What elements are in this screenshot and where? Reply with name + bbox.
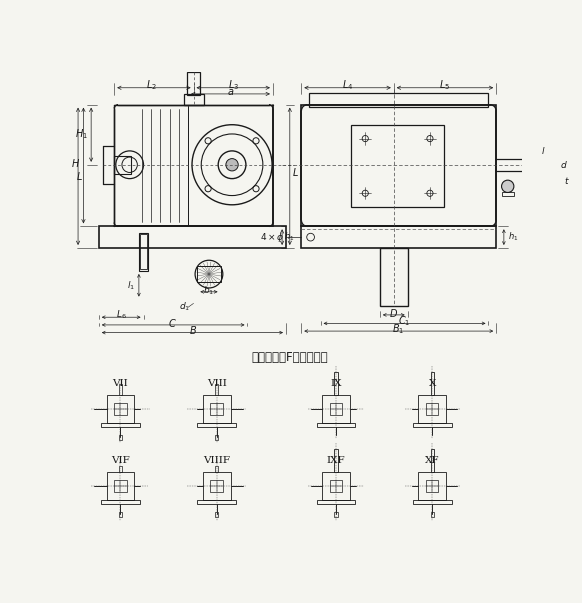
Bar	[431, 512, 434, 517]
Text: $l_1$: $l_1$	[127, 279, 135, 292]
Text: $t$: $t$	[564, 175, 570, 186]
Bar	[197, 423, 236, 428]
Bar	[114, 156, 131, 174]
Bar	[215, 384, 218, 395]
Text: VIII: VIII	[207, 379, 226, 388]
Text: $H_1$: $H_1$	[75, 127, 88, 141]
Bar	[380, 248, 407, 306]
Bar	[139, 233, 148, 271]
Bar	[114, 479, 127, 492]
Text: $L_2$: $L_2$	[146, 78, 157, 92]
Text: IXF: IXF	[327, 456, 345, 465]
Text: $a$: $a$	[227, 87, 234, 96]
Bar	[335, 512, 338, 517]
Text: $H$: $H$	[71, 157, 80, 169]
Bar	[330, 403, 342, 415]
Text: $4\times\phi$: $4\times\phi$	[260, 230, 285, 244]
Bar	[330, 479, 342, 492]
Bar	[523, 156, 533, 174]
Bar	[187, 72, 200, 95]
Bar	[418, 472, 446, 500]
Text: VIIIF: VIIIF	[203, 456, 230, 465]
Bar	[317, 500, 355, 504]
Text: $L$: $L$	[76, 170, 83, 182]
Bar	[426, 479, 438, 492]
Bar	[183, 94, 204, 105]
Text: $d$: $d$	[560, 159, 568, 170]
Text: XF: XF	[425, 456, 439, 465]
Bar	[215, 466, 218, 472]
Bar	[301, 226, 496, 248]
Bar	[211, 403, 223, 415]
Bar	[431, 372, 434, 395]
Bar	[107, 395, 134, 423]
Text: IX: IX	[330, 379, 342, 388]
Bar	[119, 384, 122, 395]
Text: $B$: $B$	[189, 324, 197, 336]
Bar	[119, 466, 122, 472]
Bar	[99, 226, 286, 248]
Circle shape	[226, 159, 238, 171]
Bar	[197, 267, 221, 282]
Bar	[101, 500, 140, 504]
Bar	[335, 449, 338, 472]
Text: $h_1$: $h_1$	[509, 231, 519, 244]
Bar	[197, 500, 236, 504]
Text: $d_1$: $d_1$	[179, 301, 190, 314]
Bar	[413, 500, 452, 504]
Bar	[119, 512, 122, 517]
Bar	[211, 479, 223, 492]
Text: $B_1$: $B_1$	[392, 322, 404, 336]
Text: $L_6$: $L_6$	[116, 309, 126, 321]
Bar	[301, 105, 496, 226]
Bar	[418, 395, 446, 423]
Bar	[335, 372, 338, 395]
Text: $L$: $L$	[292, 166, 299, 178]
Text: $C$: $C$	[168, 317, 177, 329]
Text: $h_1$: $h_1$	[285, 231, 295, 244]
Bar	[533, 161, 554, 169]
Bar	[322, 472, 350, 500]
Bar	[203, 472, 230, 500]
Bar	[426, 403, 438, 415]
Bar	[203, 395, 230, 423]
Bar	[140, 234, 147, 270]
Text: $b_1$: $b_1$	[203, 284, 215, 297]
Bar	[322, 395, 350, 423]
Bar	[352, 125, 444, 207]
Bar	[107, 472, 134, 500]
Bar	[114, 403, 127, 415]
Circle shape	[502, 180, 514, 192]
Bar	[309, 93, 488, 107]
Bar	[317, 423, 355, 428]
Text: $L_5$: $L_5$	[439, 78, 450, 92]
Bar	[215, 435, 218, 440]
Bar	[119, 435, 122, 440]
Text: X: X	[428, 379, 436, 388]
Text: VIF: VIF	[111, 456, 130, 465]
Bar	[431, 449, 434, 472]
Text: 装配型式（F一带风扇）: 装配型式（F一带风扇）	[251, 351, 328, 364]
Text: $l$: $l$	[541, 145, 545, 156]
Bar	[502, 192, 514, 197]
Text: $D$: $D$	[389, 306, 398, 318]
Bar	[413, 423, 452, 428]
Text: $L_3$: $L_3$	[228, 78, 239, 92]
Text: $L_4$: $L_4$	[342, 78, 353, 92]
Bar	[101, 423, 140, 428]
Bar	[215, 512, 218, 517]
Text: $C_1$: $C_1$	[398, 314, 411, 328]
Text: VII: VII	[112, 379, 128, 388]
